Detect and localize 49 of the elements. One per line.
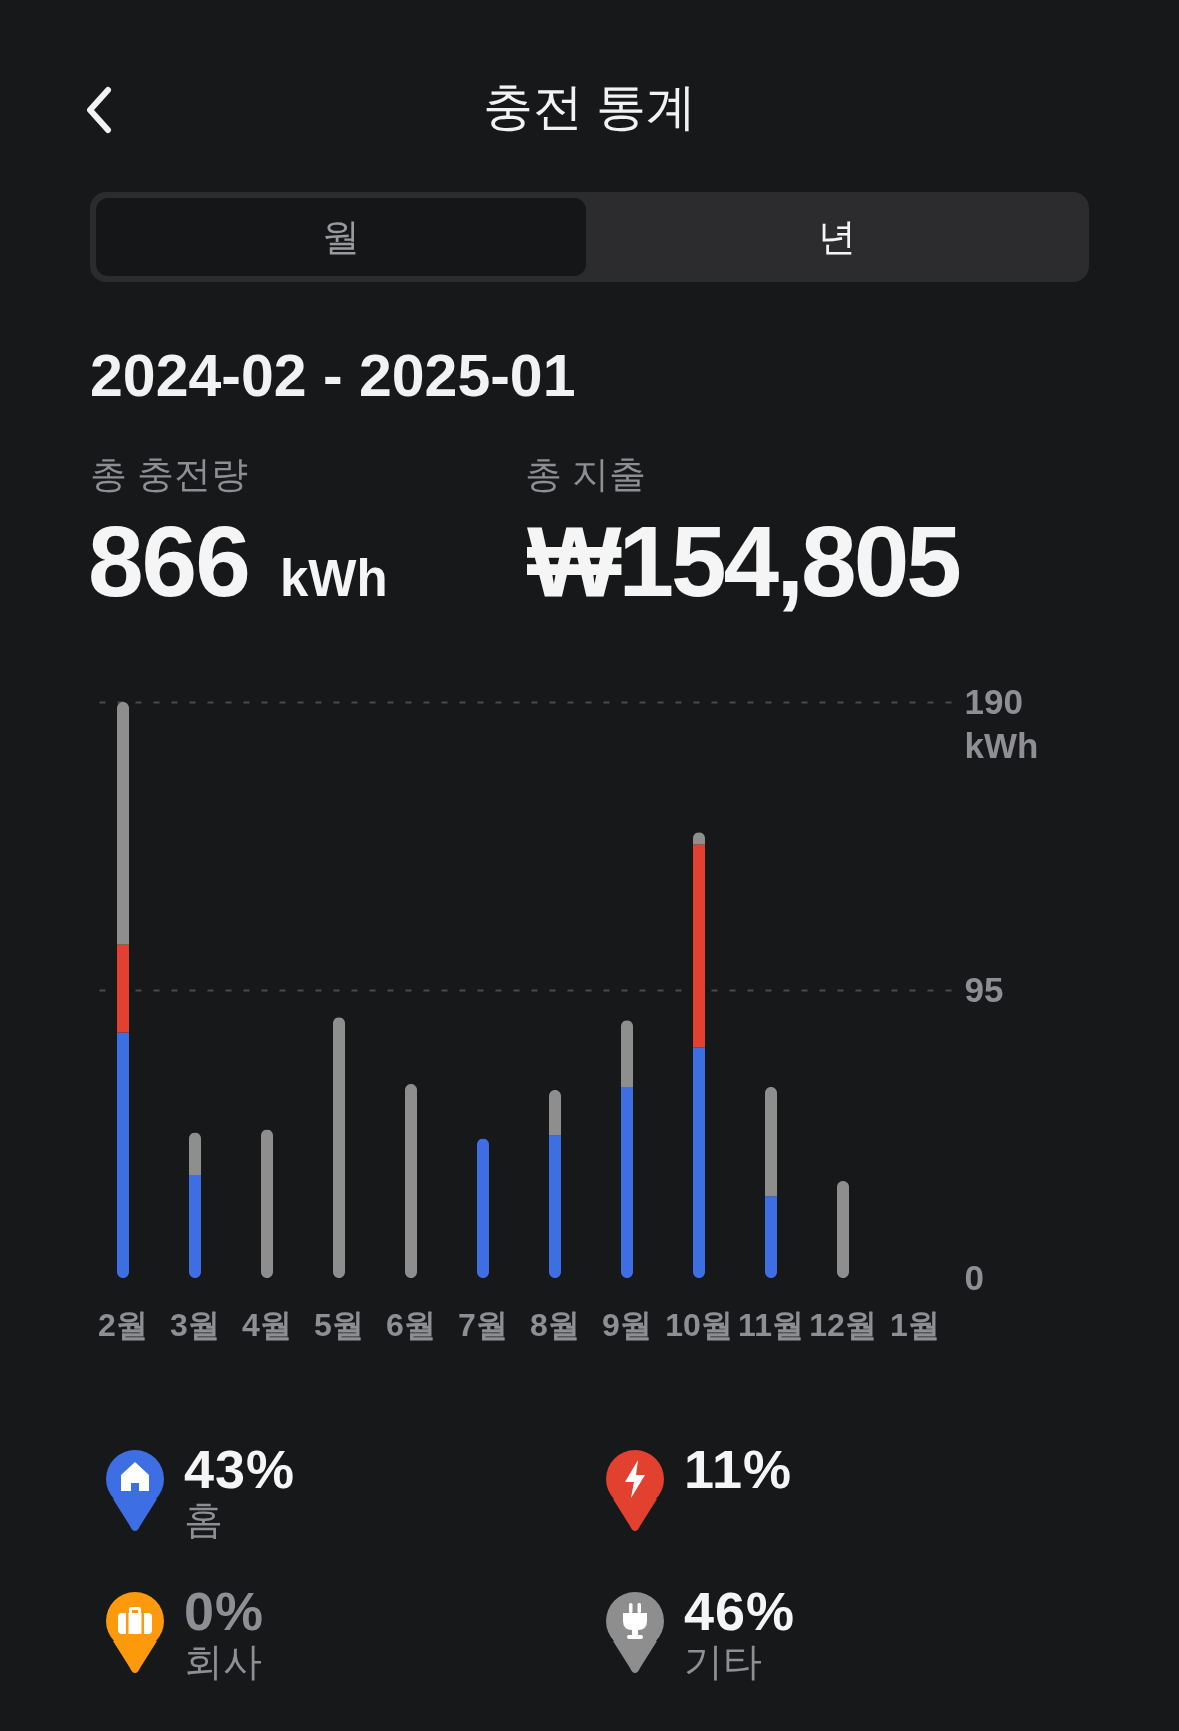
bar	[477, 1138, 489, 1278]
text: 866	[88, 505, 249, 617]
bar	[261, 1129, 273, 1278]
bar	[765, 1087, 777, 1197]
bar	[117, 1032, 129, 1278]
x-tick-label: 10월	[665, 1306, 733, 1343]
bar	[693, 844, 705, 1048]
bar	[117, 702, 129, 945]
x-tick-label: 5월	[314, 1306, 364, 1343]
text: 11%	[684, 1439, 793, 1499]
bar	[837, 1180, 849, 1278]
y-tick-label: 190	[964, 681, 1023, 721]
y-tick-label: 95	[964, 969, 1004, 1009]
x-tick-label: 6월	[386, 1306, 436, 1343]
x-tick-label: 12월	[809, 1306, 877, 1343]
text: 46%	[684, 1581, 796, 1641]
x-tick-label: 7월	[458, 1306, 508, 1343]
x-tick-label: 8월	[530, 1306, 580, 1343]
bar	[765, 1196, 777, 1278]
chart-title: 충전 통계	[481, 78, 698, 137]
bar	[621, 1087, 633, 1278]
x-tick-label: 1월	[890, 1306, 940, 1343]
chart-subtitle: 2024-02 - 2025-01	[90, 343, 576, 409]
text: 43%	[184, 1439, 296, 1499]
legend-label: 회사	[184, 1640, 262, 1683]
text: ₩154,805	[527, 505, 959, 617]
bar	[333, 1017, 345, 1278]
x-tick-label: 4월	[242, 1306, 292, 1343]
y-tick-label: 0	[964, 1257, 984, 1297]
x-tick-label: 9월	[602, 1306, 652, 1343]
bar	[549, 1135, 561, 1278]
text: 총 충전량	[90, 454, 249, 495]
segmented-control: 월 년	[90, 192, 1089, 282]
bar	[189, 1174, 201, 1278]
x-tick-label: 3월	[170, 1306, 220, 1343]
bar	[117, 944, 129, 1033]
text: kWh	[280, 550, 388, 607]
text: 총 지출	[525, 454, 647, 495]
text: 0%	[184, 1581, 265, 1641]
bar	[621, 1020, 633, 1088]
x-tick-label: 11월	[738, 1306, 804, 1343]
bar	[405, 1083, 417, 1278]
legend-label: 홈	[184, 1498, 223, 1541]
y-axis-title: kWh	[964, 725, 1039, 765]
bar	[549, 1090, 561, 1136]
legend-label: 기타	[684, 1640, 762, 1683]
bar	[189, 1132, 201, 1175]
bar	[693, 1047, 705, 1278]
x-tick-label: 2월	[98, 1306, 148, 1343]
